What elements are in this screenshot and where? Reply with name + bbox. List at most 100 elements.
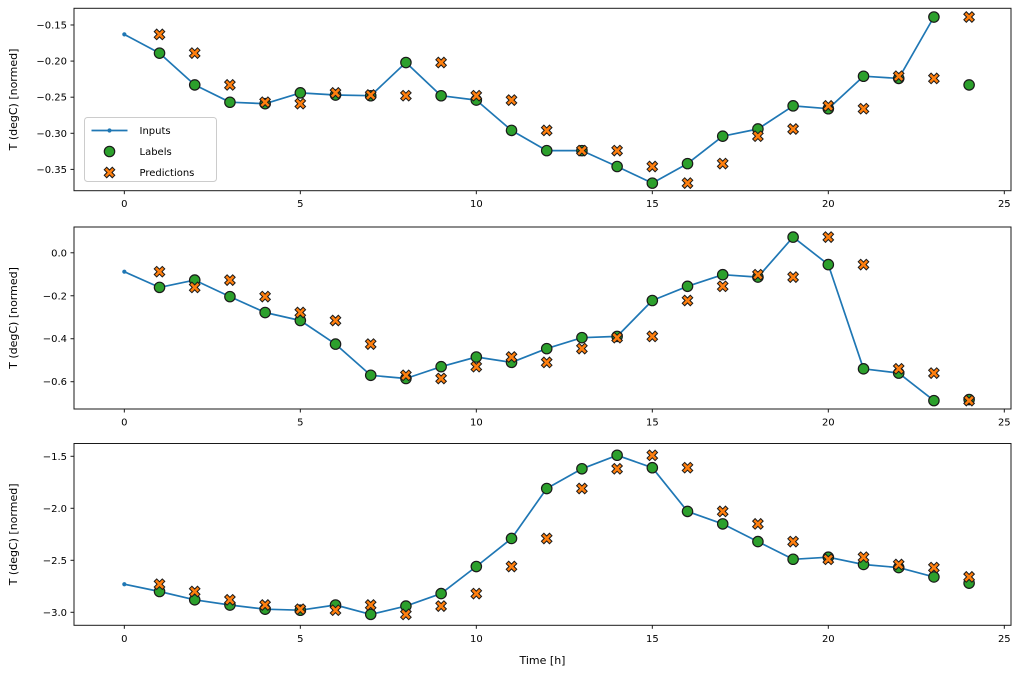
prediction-marker — [575, 144, 588, 157]
prediction-marker — [963, 11, 976, 23]
prediction-marker — [716, 505, 729, 518]
x-tick-label: 25 — [998, 199, 1011, 210]
legend-item-predictions: Predictions — [103, 166, 195, 179]
prediction-marker — [399, 369, 412, 382]
subplot-2: 0.0 −0.2 −0.4 −0.6 0 5 10 15 20 25 T (degC) [norme… — [7, 226, 1012, 429]
label-marker — [470, 351, 483, 363]
y-tick-label: −2.0 — [43, 504, 67, 515]
x-tick-label: 20 — [822, 634, 835, 645]
y-tick-label: −3.0 — [43, 608, 67, 619]
prediction-marker — [963, 394, 976, 407]
legend-item-label: Predictions — [140, 168, 195, 179]
prediction-marker — [399, 608, 412, 621]
prediction-marker — [540, 532, 553, 545]
y-tick-label: −0.35 — [36, 165, 67, 176]
prediction-marker — [540, 356, 553, 369]
prediction-marker — [294, 603, 307, 616]
prediction-marker — [259, 96, 272, 109]
x-tick-label: 15 — [646, 199, 659, 210]
prediction-marker — [927, 561, 940, 574]
x-tick-label: 10 — [470, 199, 483, 210]
x-axis-label: Time [h] — [519, 654, 566, 667]
prediction-marker — [787, 123, 800, 135]
label-marker — [928, 11, 940, 23]
y-tick-label: −0.2 — [43, 291, 67, 302]
prediction-marker — [927, 72, 940, 85]
label-marker — [505, 532, 518, 545]
prediction-marker — [329, 86, 342, 99]
prediction-marker — [611, 144, 624, 157]
y-tick-label: −0.25 — [36, 93, 67, 104]
legend-inputs-dot-sample — [107, 128, 112, 133]
prediction-marker — [681, 294, 694, 307]
x-tick-label: 0 — [121, 634, 127, 645]
label-marker — [576, 462, 588, 475]
y-tick-label: −0.6 — [43, 377, 67, 388]
label-marker — [364, 608, 377, 621]
y-axis-label: T (degC) [normed] — [7, 267, 20, 370]
label-marker — [611, 449, 623, 462]
prediction-marker — [787, 271, 800, 284]
prediction-marker — [259, 599, 272, 611]
label-marker — [787, 100, 799, 112]
legend-item-label: Inputs — [140, 126, 171, 137]
prediction-marker — [575, 482, 588, 495]
x-tick-label: 25 — [998, 634, 1011, 645]
x-tick-label: 20 — [822, 418, 835, 429]
prediction-marker — [505, 351, 518, 363]
label-marker — [540, 342, 553, 355]
prediction-marker — [716, 280, 729, 293]
prediction-marker — [857, 258, 870, 271]
prediction-marker — [681, 177, 694, 190]
prediction-marker — [892, 558, 905, 571]
x-tick-label: 5 — [297, 199, 303, 210]
prediction-marker — [505, 94, 518, 107]
prediction-marker — [329, 314, 342, 327]
prediction-marker — [470, 587, 483, 600]
prediction-marker — [751, 130, 764, 143]
label-marker — [153, 281, 166, 294]
prediction-marker — [153, 28, 166, 41]
label-marker — [716, 518, 729, 530]
plot-area — [73, 226, 1012, 410]
label-marker — [400, 56, 412, 69]
label-marker — [716, 130, 729, 142]
prediction-marker — [223, 274, 236, 287]
x-tick-label: 0 — [121, 418, 127, 429]
x-tick-label: 10 — [470, 634, 483, 645]
y-tick-label: −2.5 — [43, 556, 67, 567]
legend-item-inputs: Inputs — [91, 126, 171, 137]
inputs-line — [123, 16, 935, 184]
y-tick-label: −0.20 — [36, 57, 67, 68]
label-marker — [857, 363, 870, 375]
prediction-marker — [646, 330, 659, 343]
prediction-marker — [364, 89, 377, 101]
prediction-marker — [399, 89, 412, 102]
label-marker — [294, 87, 307, 99]
prediction-marker — [364, 338, 377, 351]
legend: Inputs Labels Predictions — [84, 117, 217, 182]
label-marker — [435, 89, 447, 102]
prediction-marker — [435, 56, 448, 69]
input-point-marker — [122, 269, 127, 274]
prediction-marker — [223, 78, 236, 91]
label-marker — [646, 177, 659, 189]
label-marker — [505, 124, 518, 137]
prediction-marker — [188, 585, 201, 598]
prediction-marker — [857, 102, 870, 115]
x-tick-label: 15 — [646, 634, 659, 645]
inputs-line — [124, 454, 935, 616]
prediction-marker — [435, 600, 448, 613]
label-marker — [540, 144, 553, 157]
label-marker — [752, 535, 764, 548]
prediction-marker — [751, 268, 764, 281]
prediction-marker — [822, 99, 835, 112]
label-marker — [787, 231, 799, 243]
label-marker — [681, 505, 694, 518]
label-marker — [963, 79, 975, 91]
label-marker — [822, 258, 835, 271]
legend-predictions-x-sample — [103, 166, 116, 179]
label-marker — [576, 331, 588, 344]
label-marker — [435, 360, 447, 373]
